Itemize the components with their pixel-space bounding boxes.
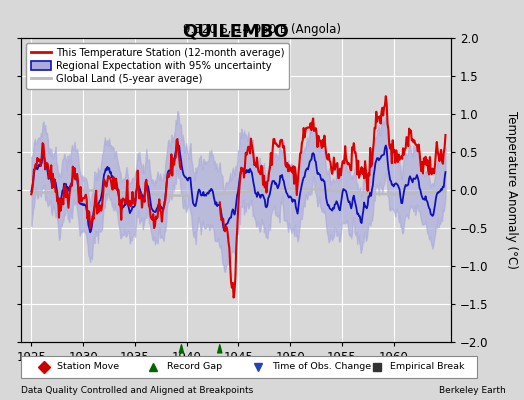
Text: Empirical Break: Empirical Break <box>390 362 465 371</box>
Text: Berkeley Earth: Berkeley Earth <box>439 386 506 395</box>
Text: Record Gap: Record Gap <box>167 362 222 371</box>
Text: Data Quality Controlled and Aligned at Breakpoints: Data Quality Controlled and Aligned at B… <box>21 386 253 395</box>
Legend: This Temperature Station (12-month average), Regional Expectation with 95% uncer: This Temperature Station (12-month avera… <box>26 43 289 89</box>
Text: 9.320 S, 14.950 E (Angola): 9.320 S, 14.950 E (Angola) <box>183 24 341 36</box>
Y-axis label: Temperature Anomaly (°C): Temperature Anomaly (°C) <box>505 111 518 269</box>
Text: Station Move: Station Move <box>58 362 119 371</box>
Text: Time of Obs. Change: Time of Obs. Change <box>271 362 371 371</box>
Title: QUILEMBO: QUILEMBO <box>182 23 289 41</box>
FancyBboxPatch shape <box>21 356 477 378</box>
